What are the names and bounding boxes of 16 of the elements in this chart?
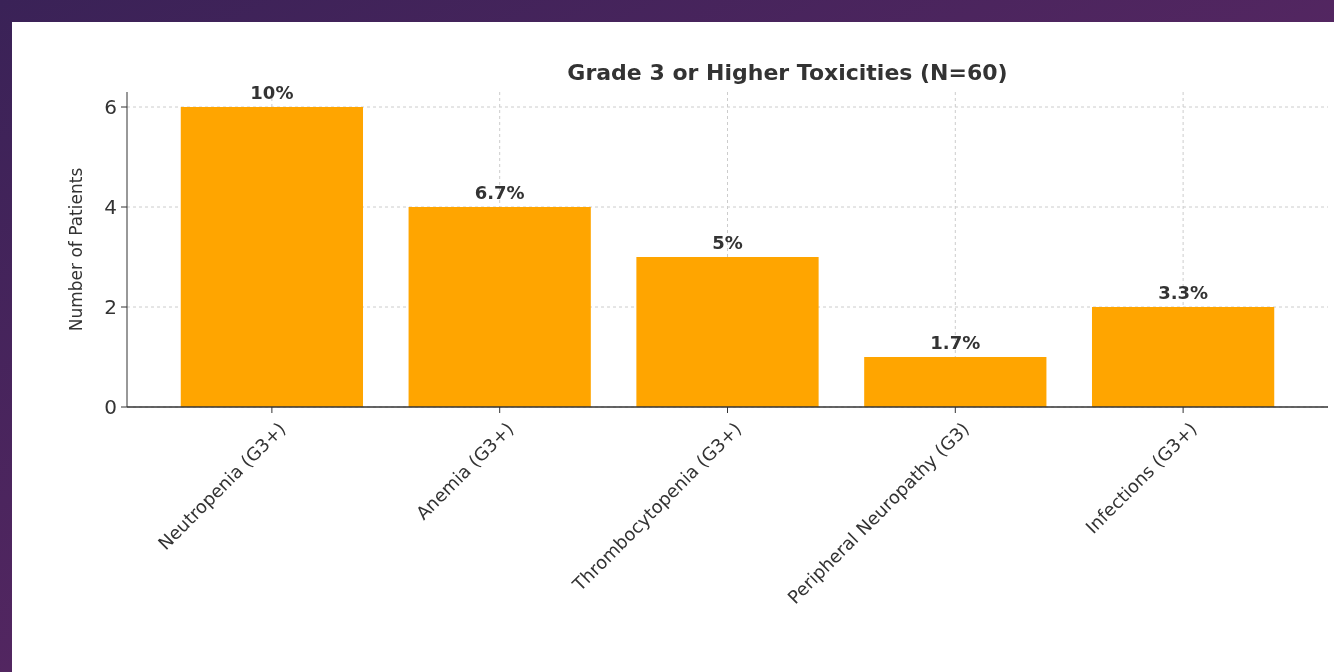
y-tick-label: 2: [104, 295, 117, 319]
annotation: 5%: [712, 232, 743, 253]
y-tick-label: 6: [104, 95, 117, 119]
annotation: 10%: [250, 82, 294, 103]
annotation: 6.7%: [474, 182, 525, 203]
chart-title: Grade 3 or Higher Toxicities (N=60): [567, 60, 1008, 85]
bar: [408, 207, 591, 407]
annotation: 3.3%: [1158, 282, 1209, 303]
y-axis-title: Number of Patients: [66, 167, 86, 332]
bar: [180, 107, 364, 407]
annotation: 1.7%: [930, 332, 981, 353]
bar: [1091, 307, 1275, 407]
y-tick-label: 4: [104, 195, 117, 219]
y-tick-label: 0: [104, 395, 117, 419]
bar: [636, 257, 819, 407]
bar: [864, 357, 1047, 407]
